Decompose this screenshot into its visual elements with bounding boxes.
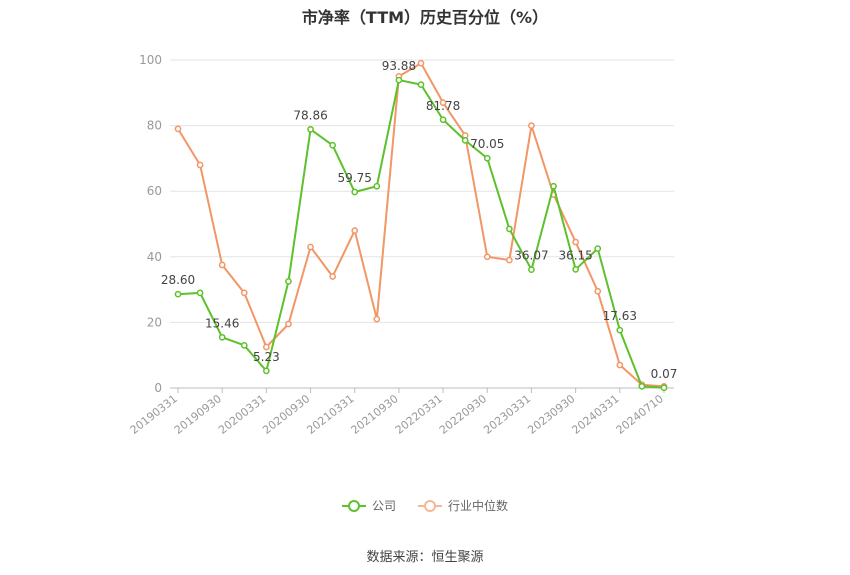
data-label: 5.23 xyxy=(253,350,280,364)
data-label: 70.05 xyxy=(470,137,504,151)
industry-point xyxy=(240,289,248,297)
industry-point xyxy=(351,227,359,234)
y-tick-label: 80 xyxy=(147,119,162,133)
company-point xyxy=(417,81,425,88)
company-point xyxy=(638,383,646,390)
industry-point xyxy=(218,261,226,269)
x-tick-label: 20220930 xyxy=(437,392,489,437)
industry-point xyxy=(417,59,425,67)
company-point xyxy=(506,225,513,233)
y-tick-label: 20 xyxy=(147,315,162,329)
data-label: 17.63 xyxy=(603,309,637,323)
company-point xyxy=(528,266,535,274)
data-label: 28.60 xyxy=(161,273,195,287)
legend-item-industry-median[interactable]: 行业中位数 xyxy=(418,497,508,514)
legend-swatch-industry-icon xyxy=(418,499,442,513)
industry-point xyxy=(439,99,447,106)
company-point xyxy=(594,245,602,252)
legend-label-industry-median: 行业中位数 xyxy=(448,499,509,513)
industry-point xyxy=(483,253,491,261)
industry-point xyxy=(307,243,314,251)
data-label: 93.88 xyxy=(382,59,416,73)
company-point xyxy=(351,188,359,196)
company-point xyxy=(263,367,270,375)
x-tick-label: 20220331 xyxy=(393,392,445,437)
company-point xyxy=(483,154,491,162)
industry-point xyxy=(373,315,381,323)
grid-lines xyxy=(170,59,674,323)
x-tick-label: 20240331 xyxy=(570,392,622,437)
legend: 公司 行业中位数 xyxy=(0,497,850,514)
industry-series-line xyxy=(177,62,665,388)
data-label: 0.07 xyxy=(651,367,678,381)
y-tick-label: 100 xyxy=(139,53,162,67)
company-point xyxy=(285,278,292,285)
company-point xyxy=(196,289,204,297)
series-lines xyxy=(174,59,668,392)
data-source: 数据来源：恒生聚源 xyxy=(366,550,484,565)
industry-point xyxy=(594,287,602,295)
company-point xyxy=(572,266,579,273)
company-point xyxy=(461,137,469,144)
y-tick-label: 40 xyxy=(147,250,162,264)
data-label: 81.78 xyxy=(426,99,460,113)
data-labels: 28.60 15.46 5.23 78.86 59.75 93.88 81.78 70.05 3… xyxy=(161,59,678,381)
legend-label-company: 公司 xyxy=(371,499,396,513)
industry-point xyxy=(285,320,292,328)
data-label: 78.86 xyxy=(293,108,327,122)
company-point xyxy=(373,182,381,190)
x-tick-label: 20190930 xyxy=(172,392,224,437)
company-point xyxy=(218,333,226,341)
company-point xyxy=(395,76,403,84)
industry-point xyxy=(616,361,624,369)
company-point xyxy=(240,342,248,349)
industry-point xyxy=(174,125,182,133)
industry-point xyxy=(196,161,204,169)
x-tick-label: 20210331 xyxy=(304,392,356,437)
company-point xyxy=(550,182,557,190)
industry-point xyxy=(329,273,336,280)
industry-point xyxy=(263,343,270,351)
x-tick-label: 20190331 xyxy=(128,392,180,437)
company-series-line xyxy=(177,79,665,389)
axes: 0 20 40 60 80 100 2019033120190930202003312020… xyxy=(128,53,674,437)
company-point xyxy=(307,125,314,133)
company-point xyxy=(616,326,624,334)
x-tick-label: 20210930 xyxy=(349,392,401,437)
y-tick-label: 0 xyxy=(154,381,162,395)
industry-point xyxy=(528,122,535,129)
company-point xyxy=(439,116,447,124)
y-tick-label: 60 xyxy=(147,184,162,198)
legend-item-company[interactable]: 公司 xyxy=(341,497,396,514)
data-label: 15.46 xyxy=(205,316,239,330)
company-point xyxy=(329,141,336,149)
x-tick-label: 20230331 xyxy=(481,392,533,437)
industry-point xyxy=(506,256,513,264)
company-point xyxy=(660,384,668,392)
x-tick-label: 20240710 xyxy=(614,392,666,437)
company-point xyxy=(174,290,182,298)
data-label: 36.07 xyxy=(514,249,548,263)
x-tick-label: 20200331 xyxy=(216,392,268,437)
chart-title: 市净率（TTM）历史百分位（%） xyxy=(301,8,549,27)
x-tick-label: 20200930 xyxy=(260,392,312,437)
x-tick-label: 20230930 xyxy=(525,392,577,437)
data-label: 59.75 xyxy=(338,171,372,185)
data-label: 36.15 xyxy=(558,248,592,262)
industry-point xyxy=(572,238,579,246)
legend-swatch-company-icon xyxy=(341,499,366,513)
